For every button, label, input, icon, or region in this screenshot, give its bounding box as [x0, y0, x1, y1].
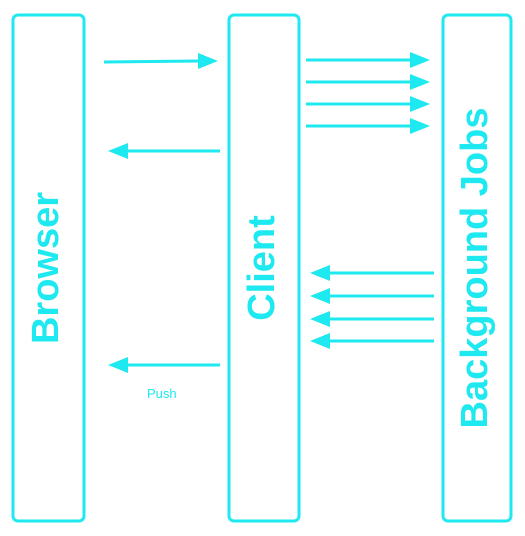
- arrow-client-to-browser-upper: [108, 143, 220, 159]
- arrow-client-to-browser-push: [108, 357, 220, 373]
- browser-box: [11, 13, 86, 523]
- arrow-client-to-background-4: [306, 118, 430, 134]
- arrow-client-to-background-3: [306, 96, 430, 112]
- background-jobs-label: Background Jobs: [454, 108, 496, 429]
- browser-label: Browser: [25, 192, 67, 344]
- arrow-browser-to-client: [103, 53, 218, 69]
- arrow-background-to-client-4: [310, 333, 434, 349]
- arrow-background-to-client-3: [310, 311, 434, 327]
- arrow-background-to-client-2: [310, 288, 434, 304]
- client-label: Client: [241, 215, 283, 321]
- arrow-client-to-background-2: [306, 74, 430, 90]
- client-box: [227, 13, 301, 523]
- arrow-client-to-background-1: [306, 52, 430, 68]
- arrow-background-to-client-1: [310, 265, 434, 281]
- push-label: Push: [147, 386, 177, 401]
- background-jobs-box: [441, 13, 513, 523]
